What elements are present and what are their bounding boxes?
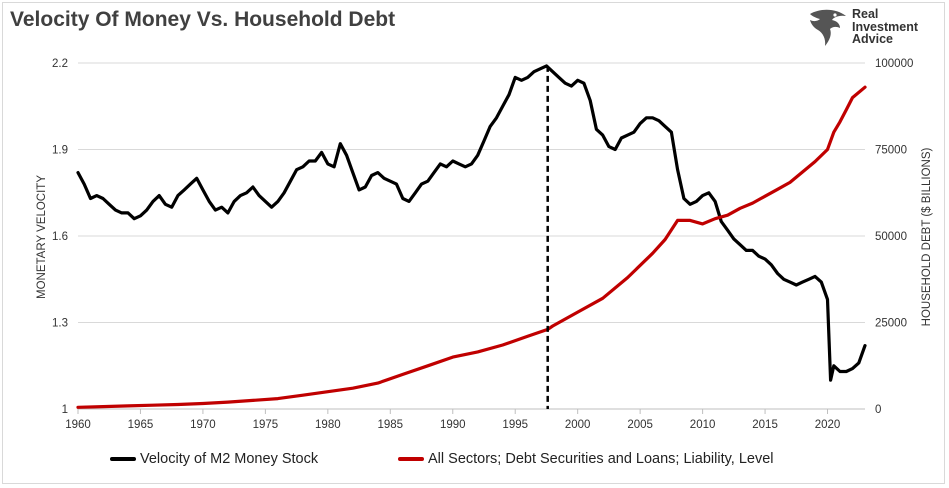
y-tick-label: 1.9 (52, 145, 68, 157)
x-tick-label: 1995 (502, 419, 528, 431)
y2-tick-label: 100000 (875, 58, 913, 70)
x-tick-label: 2005 (627, 419, 653, 431)
y-axis-label: MONETARY VELOCITY (36, 175, 48, 299)
grid-lines (78, 62, 865, 323)
y-tick-label: 1.3 (52, 318, 68, 330)
x-tick-label: 2000 (565, 419, 591, 431)
legend-swatch-debt (398, 457, 424, 461)
x-tick-label: 1970 (190, 419, 216, 431)
chart-title: Velocity Of Money Vs. Household Debt (10, 8, 396, 31)
eagle-icon (810, 9, 846, 47)
x-tick-label: 1960 (65, 419, 91, 431)
series-line-debt (76, 85, 867, 409)
x-tick-label: 2020 (815, 419, 841, 431)
x-tick-label: 1990 (440, 419, 466, 431)
y-tick-label: 1 (62, 404, 68, 416)
axes: 1 1.3 1.6 1.9 2.2 0 25000 50000 75000 100000 1960 1… (52, 58, 913, 431)
series-lines (76, 64, 867, 409)
series-line-velocity (76, 64, 867, 382)
y2-tick-label: 75000 (875, 145, 907, 157)
y-tick-label: 2.2 (52, 58, 68, 70)
x-tick-label: 2015 (752, 419, 778, 431)
x-tick-label: 1965 (128, 419, 154, 431)
legend-debt: All Sectors; Debt Securities and Loans; … (398, 449, 774, 469)
y2-tick-label: 50000 (875, 231, 907, 243)
legend-velocity: Velocity of M2 Money Stock (110, 449, 318, 469)
y-tick-label: 1.6 (52, 231, 68, 243)
legend-label-debt: All Sectors; Debt Securities and Loans; … (428, 451, 774, 467)
x-tick-label: 1980 (315, 419, 341, 431)
y2-axis-label: HOUSEHOLD DEBT ($ BILLIONS) (921, 147, 933, 326)
x-tick-label: 1985 (378, 419, 404, 431)
x-tick-label: 2010 (690, 419, 716, 431)
brand-name: Real Investment Advice (852, 7, 918, 46)
y2-tick-label: 25000 (875, 318, 907, 330)
x-tick-label: 1975 (253, 419, 279, 431)
legend-swatch-velocity (110, 457, 136, 461)
brand-logo: Real Investment Advice (806, 6, 946, 52)
legend-label-velocity: Velocity of M2 Money Stock (140, 451, 319, 467)
y2-tick-label: 0 (875, 404, 881, 416)
